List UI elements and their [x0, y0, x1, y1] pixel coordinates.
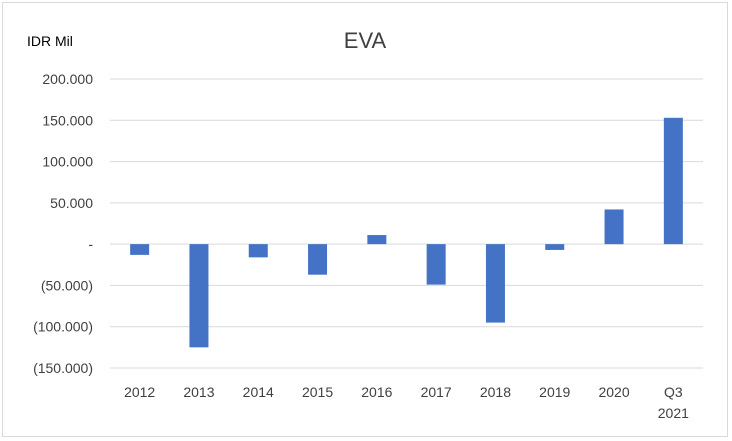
bars — [130, 117, 683, 348]
x-tick-label: 2016 — [361, 384, 392, 400]
y-tick-label: (150.000) — [33, 360, 93, 376]
x-tick-label: 2019 — [539, 384, 570, 400]
bar — [248, 244, 268, 258]
y-tick-label: 100.000 — [42, 154, 93, 170]
x-tick-label: 2012 — [124, 384, 155, 400]
bar — [308, 244, 328, 275]
x-tick-label: 2020 — [598, 384, 629, 400]
y-tick-label: (50.000) — [41, 277, 93, 293]
bar — [426, 244, 446, 285]
x-axis-ticks: 2012 2013 2014 2015 2016 2017 2018 2019 2020 Q3 20… — [124, 384, 689, 421]
gridlines — [110, 78, 703, 369]
bar — [189, 244, 209, 348]
x-tick-label: Q3 — [664, 384, 683, 400]
y-tick-label: 50.000 — [50, 195, 93, 211]
chart-title: EVA — [344, 28, 387, 53]
bar — [604, 209, 624, 245]
x-tick-label: 2013 — [183, 384, 214, 400]
x-tick-label: 2017 — [421, 384, 452, 400]
bar — [545, 244, 565, 250]
y-axis-unit-label: IDR Mil — [27, 33, 73, 49]
y-tick-label: - — [88, 236, 93, 252]
x-tick-label: 2018 — [480, 384, 511, 400]
y-tick-label: 200.000 — [42, 71, 93, 87]
x-tick-label: 2014 — [243, 384, 274, 400]
bar — [130, 244, 150, 255]
y-axis-ticks: 200.000 150.000 100.000 50.000 - (50.000) (100… — [33, 71, 93, 376]
y-tick-label: (100.000) — [33, 319, 93, 335]
y-tick-label: 150.000 — [42, 112, 93, 128]
bar — [663, 117, 683, 245]
bar — [367, 235, 387, 245]
x-tick-label: 2015 — [302, 384, 333, 400]
bar — [485, 244, 505, 323]
x-tick-label: 2021 — [658, 405, 689, 421]
